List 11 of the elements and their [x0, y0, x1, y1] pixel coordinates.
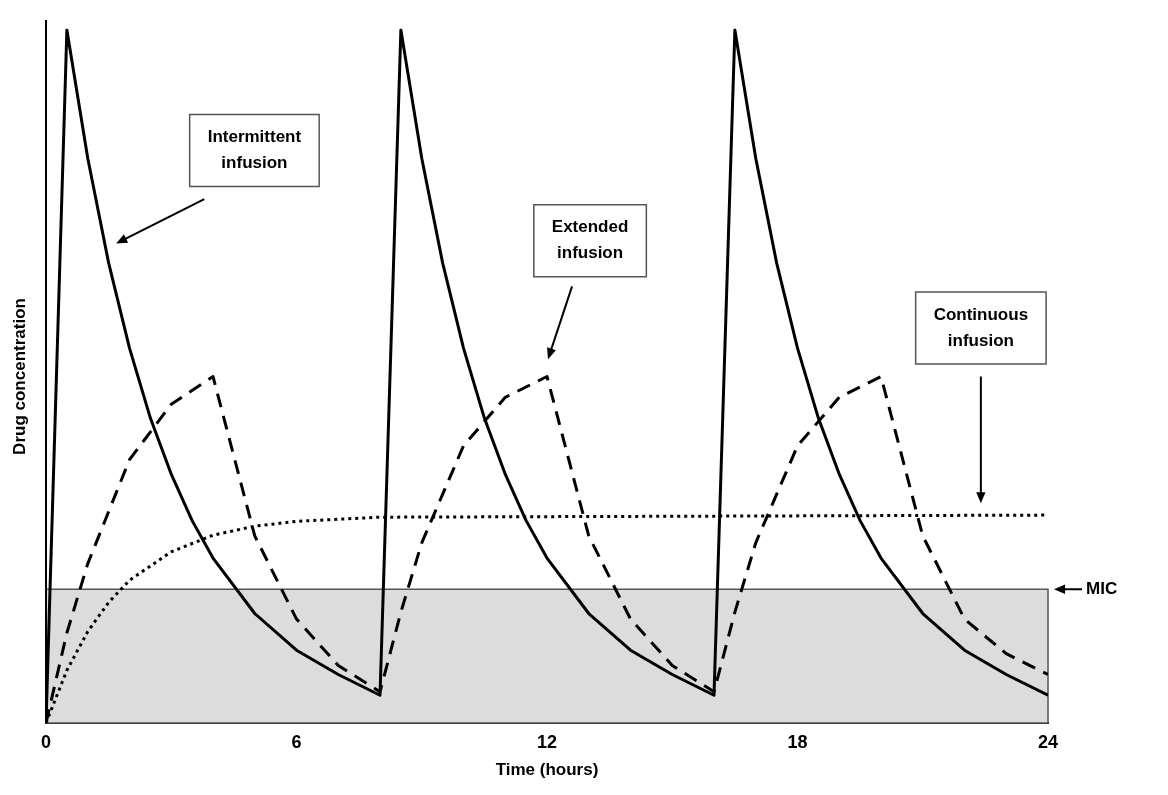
x-tick-label: 18 [787, 731, 808, 752]
x-axis-title: Time (hours) [495, 760, 599, 780]
annotation: Continuous infusion [933, 304, 1029, 350]
band-label: MIC [1086, 578, 1118, 598]
x-tick-label: 6 [291, 731, 302, 752]
annotation: Intermittent infusion [207, 127, 302, 173]
y-axis-title: Drug concentration [9, 298, 29, 455]
x-tick-label: 12 [536, 731, 558, 752]
x-tick-label: 0 [40, 731, 52, 752]
annotation: Extended infusion [551, 217, 629, 263]
x-tick-label: 24 [1037, 731, 1059, 752]
